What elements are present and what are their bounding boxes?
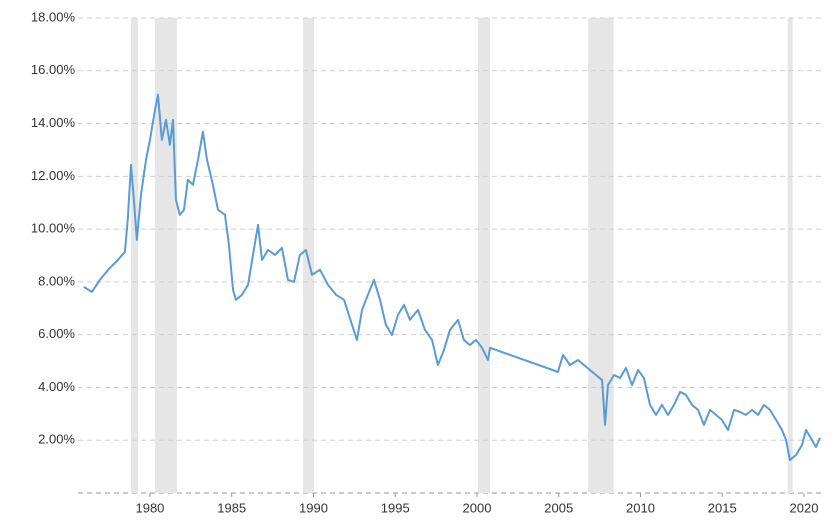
yield-line (83, 93, 821, 462)
recession-band (477, 18, 491, 493)
x-tick-label: 1990 (299, 500, 328, 515)
x-tick-label: 2020 (790, 500, 819, 515)
x-tick-label: 2000 (463, 500, 492, 515)
x-tick-label: 2015 (708, 500, 737, 515)
y-tick-label: 12.00% (31, 168, 76, 183)
y-tick-label: 16.00% (31, 62, 76, 77)
y-tick-label: 2.00% (38, 432, 75, 447)
y-tick-label: 14.00% (31, 115, 76, 130)
x-tick-label: 1995 (381, 500, 410, 515)
recession-band (154, 18, 177, 493)
y-tick-label: 18.00% (31, 9, 76, 24)
x-tick-label: 1985 (217, 500, 246, 515)
y-tick-label: 8.00% (38, 273, 75, 288)
x-tick-label: 2010 (626, 500, 655, 515)
x-tick-label: 2005 (544, 500, 573, 515)
y-tick-label: 6.00% (38, 326, 75, 341)
recession-band (302, 18, 314, 493)
recession-band (787, 18, 793, 493)
recession-band (588, 18, 614, 493)
recession-band (130, 18, 139, 493)
y-tick-label: 4.00% (38, 379, 75, 394)
x-tick-label: 1980 (135, 500, 164, 515)
y-tick-label: 10.00% (31, 221, 76, 236)
